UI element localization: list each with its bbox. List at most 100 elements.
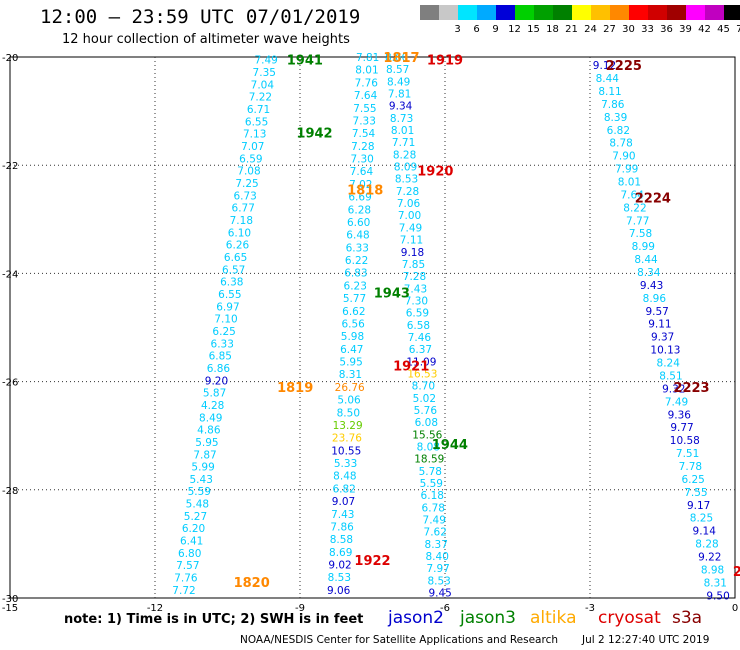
wave-height-value: 6.23 xyxy=(344,280,367,292)
legend-swatch xyxy=(648,5,667,20)
wave-height-value: 9.77 xyxy=(670,422,693,434)
wave-height-value: 8.40 xyxy=(426,551,449,563)
legend-swatch xyxy=(629,5,648,20)
legend-swatch xyxy=(705,5,724,20)
wave-height-value: 6.73 xyxy=(233,190,256,202)
legend-label: 3 xyxy=(454,24,461,35)
pass-time-label: 1919 xyxy=(427,54,463,69)
lat-tick-label: -26 xyxy=(2,378,18,389)
pass-time-label: 1922 xyxy=(354,554,390,569)
wave-height-value: 6.37 xyxy=(409,344,432,356)
wave-height-value: 26.76 xyxy=(335,382,365,394)
legend-swatch xyxy=(667,5,686,20)
wave-height-value: 4.28 xyxy=(201,400,224,412)
wave-height-value: 7.43 xyxy=(331,509,354,521)
wave-height-value: 8.28 xyxy=(695,539,718,551)
wave-height-value: 8.39 xyxy=(604,112,627,124)
wave-height-value: 7.30 xyxy=(350,154,373,166)
pass-time-label: 1817 xyxy=(383,51,419,66)
wave-height-value: 7.28 xyxy=(351,141,374,153)
wave-height-value: 7.08 xyxy=(237,166,260,178)
wave-height-value: 7.54 xyxy=(352,128,376,140)
wave-height-value: 7.81 xyxy=(388,89,411,101)
wave-height-value: 6.85 xyxy=(209,351,232,363)
legend-label: 27 xyxy=(603,24,616,35)
wave-height-value: 7.86 xyxy=(330,521,354,533)
legend-label: 15 xyxy=(527,24,540,35)
wave-height-value: 7.78 xyxy=(679,461,702,473)
wave-height-value: 8.73 xyxy=(390,113,413,125)
legend-label: 30 xyxy=(622,24,635,35)
lat-tick-label: -28 xyxy=(2,486,18,497)
wave-height-value: 9.32 xyxy=(662,383,685,395)
wave-height-value: 6.22 xyxy=(345,255,368,267)
wave-height-value: 6.47 xyxy=(340,344,363,356)
satellite-label-jason2: jason2 xyxy=(388,608,444,628)
wave-height-value: 7.46 xyxy=(408,332,432,344)
pass-time-label: 1921 xyxy=(393,359,429,374)
wave-height-value: 7.49 xyxy=(399,222,422,234)
wave-height-value: 7.22 xyxy=(249,92,272,104)
legend-label: 36 xyxy=(660,24,673,35)
wave-height-value: 8.96 xyxy=(643,293,667,305)
lat-tick-label: -22 xyxy=(2,161,18,172)
wave-height-value: 6.33 xyxy=(211,338,234,350)
wave-height-value: 7.87 xyxy=(193,449,216,461)
wave-height-value: 7.28 xyxy=(396,186,419,198)
wave-height-value: 8.60 xyxy=(385,52,408,64)
wave-height-value: 8.53 xyxy=(395,174,418,186)
legend-swatch xyxy=(496,5,515,20)
wave-height-value: 5.76 xyxy=(414,405,438,417)
wave-height-value: 13.29 xyxy=(333,420,363,432)
lat-tick-label: -20 xyxy=(2,53,18,64)
lat-tick-label: -24 xyxy=(2,269,18,280)
wave-height-value: 6.78 xyxy=(422,502,445,514)
wave-height-value: 8.70 xyxy=(412,381,435,393)
lon-tick-label: 0 xyxy=(732,603,738,614)
wave-height-value: 9.20 xyxy=(205,375,228,387)
wave-height-value: 7.28 xyxy=(403,271,426,283)
wave-height-value: 7.49 xyxy=(254,55,277,67)
legend-swatch xyxy=(458,5,477,20)
wave-height-value: 7.07 xyxy=(241,141,264,153)
wave-height-value: 4.86 xyxy=(197,425,221,437)
pass-time-label: 1818 xyxy=(347,184,383,199)
pass-time-label: 1942 xyxy=(296,127,332,142)
wave-height-value: 6.86 xyxy=(207,363,231,375)
wave-height-value: 5.43 xyxy=(190,474,213,486)
wave-height-value: 16.53 xyxy=(407,368,437,380)
pass-time-label: 2225 xyxy=(606,59,642,74)
legend-label: 12 xyxy=(508,24,521,35)
wave-height-value: 7.81 xyxy=(356,52,379,64)
wave-height-value: 8.50 xyxy=(337,407,360,419)
wave-height-value: 5.27 xyxy=(184,511,207,523)
wave-height-value: 7.99 xyxy=(615,164,638,176)
wave-height-value: 6.80 xyxy=(178,548,201,560)
legend-swatch xyxy=(439,5,458,20)
wave-height-value: 7.13 xyxy=(243,129,266,141)
wave-height-value: 8.31 xyxy=(339,369,362,381)
map-frame xyxy=(9,56,736,599)
wave-height-value: 6.71 xyxy=(247,104,270,116)
wave-height-value: 5.78 xyxy=(419,466,442,478)
wave-height-value: 8.53 xyxy=(328,572,351,584)
legend-label: 70 xyxy=(736,24,740,35)
wave-height-value: 8.49 xyxy=(387,76,410,88)
wave-height-value: 5.33 xyxy=(334,458,357,470)
wave-height-value: 6.38 xyxy=(220,277,243,289)
wave-height-value: 7.10 xyxy=(214,314,237,326)
footer-note: note: 1) Time is in UTC; 2) SWH is in fe… xyxy=(64,612,364,627)
wave-height-value: 7.35 xyxy=(253,67,276,79)
generated-timestamp: Jul 2 12:27:40 UTC 2019 xyxy=(582,634,710,646)
wave-height-value: 7.33 xyxy=(353,115,376,127)
legend-swatch xyxy=(420,5,439,20)
wave-height-value: 8.08 xyxy=(417,442,440,454)
wave-height-value: 8.44 xyxy=(634,254,658,266)
wave-height-value: 5.59 xyxy=(188,486,211,498)
wave-height-value: 7.86 xyxy=(601,99,625,111)
wave-height-value: 6.65 xyxy=(224,252,247,264)
wave-height-value: 7.62 xyxy=(424,527,447,539)
wave-height-value: 8.28 xyxy=(393,149,416,161)
wave-height-value: 5.06 xyxy=(337,395,361,407)
wave-height-value: 7.06 xyxy=(397,198,421,210)
